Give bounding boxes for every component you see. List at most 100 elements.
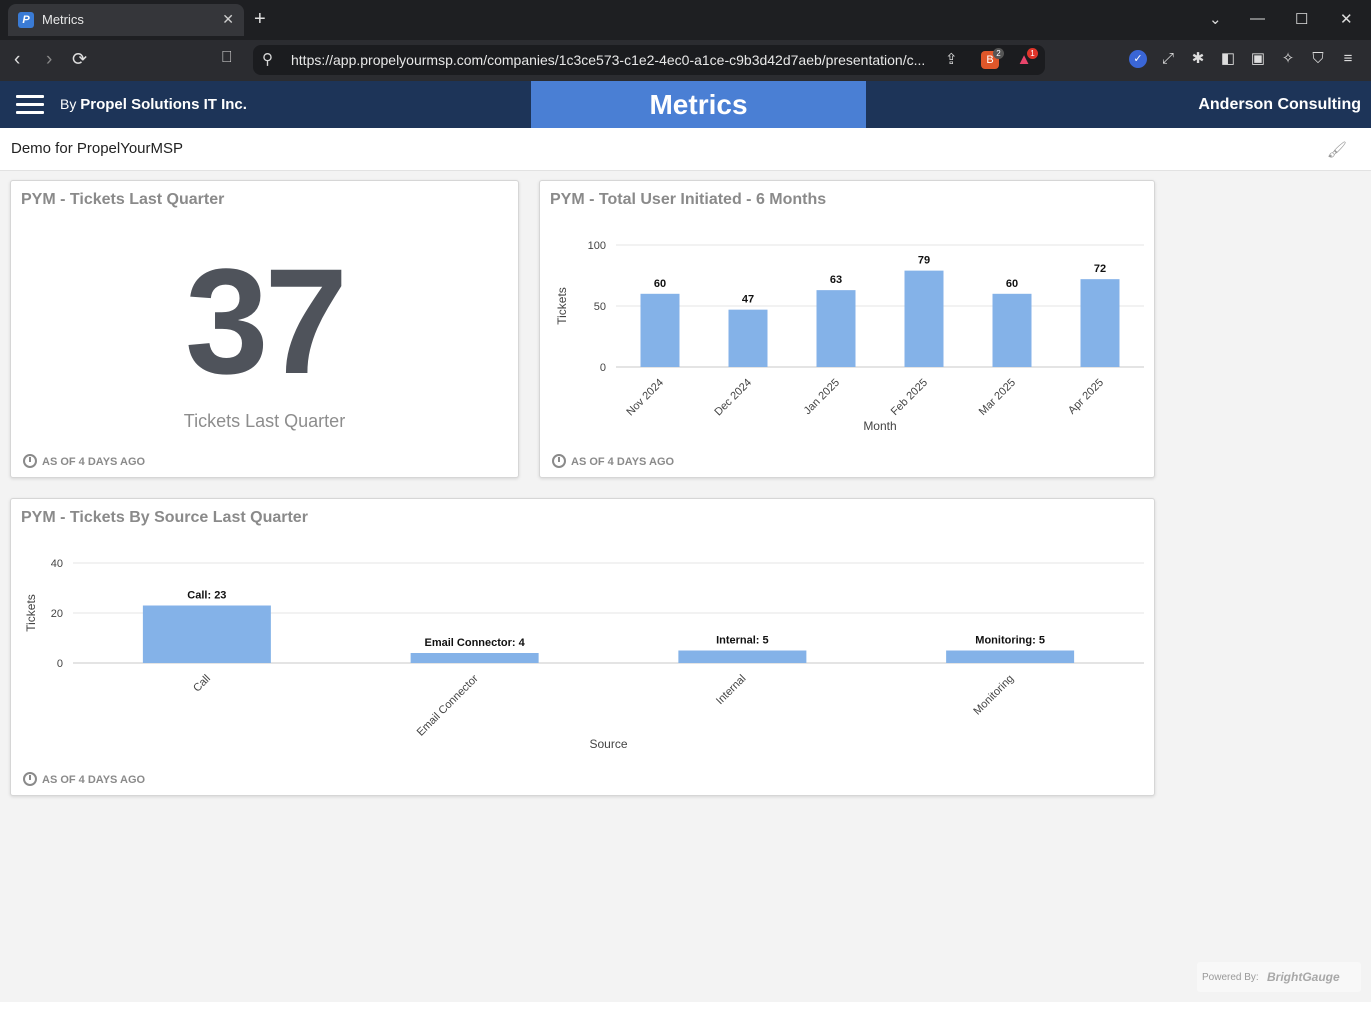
bar [816, 290, 856, 367]
close-window-icon[interactable]: ✕ [1340, 11, 1353, 28]
as-of-label: AS OF 4 DAYS AGO [23, 454, 145, 468]
brave-rewards-icon[interactable]: ▲ 1 [1015, 48, 1038, 69]
x-tick-label: Dec 2024 [712, 377, 754, 419]
card-title: PYM - Tickets Last Quarter [21, 191, 225, 208]
rewards-badge: 1 [1027, 48, 1038, 59]
x-tick-label: Feb 2025 [889, 377, 930, 418]
y-tick-label: 0 [57, 658, 63, 670]
y-axis-label: Tickets [24, 594, 38, 632]
as-of-label: AS OF 4 DAYS AGO [23, 772, 145, 786]
company-name: Propel Solutions IT Inc. [80, 96, 247, 113]
wallet-icon[interactable]: ▣ [1250, 50, 1266, 67]
x-tick-label: Nov 2024 [624, 377, 666, 419]
leo-ai-icon[interactable]: ✧ [1281, 50, 1295, 67]
powered-by-text: Powered By: [1202, 972, 1259, 983]
data-label: Internal: 5 [716, 635, 769, 647]
source-tickets-chart: 0 20 40 Tickets Source Call: 23 Call Email Conn… [24, 558, 1144, 751]
bottom-strip [0, 1002, 1371, 1022]
share-icon[interactable]: ⇪ [945, 51, 958, 68]
paintbrush-icon[interactable]: 🖌 [1326, 142, 1347, 159]
client-name: Anderson Consulting [1198, 96, 1361, 113]
y-axis-label: Tickets [555, 287, 569, 325]
propel-favicon-icon: P [18, 12, 34, 28]
address-bar[interactable]: ⚲ https://app.propelyourmsp.com/companie… [253, 45, 1045, 75]
clock-icon [552, 454, 566, 468]
card-title: PYM - Tickets By Source Last Quarter [21, 509, 308, 526]
data-label: 60 [654, 278, 666, 290]
menu-icon[interactable]: ≡ [1343, 50, 1353, 67]
bar [1080, 279, 1120, 367]
tickets-by-source-card[interactable]: PYM - Tickets By Source Last Quarter 0 20… [10, 498, 1155, 796]
data-label: 47 [742, 294, 754, 306]
extensions-puzzle-icon[interactable]: ✱ [1191, 50, 1205, 67]
sub-header: Demo for PropelYourMSP 🖌 [0, 128, 1371, 171]
shields-badge: 2 [993, 48, 1004, 59]
bar [728, 309, 768, 367]
data-label: 72 [1094, 263, 1106, 275]
monthly-tickets-chart: 0 50 100 Tickets Month 60 Nov 2024 47 Dec 2024 63… [555, 240, 1144, 433]
bar [992, 293, 1032, 367]
y-tick-label: 100 [588, 240, 606, 252]
data-label: Email Connector: 4 [425, 637, 526, 649]
x-tick-label: Call [191, 673, 213, 695]
extension-check-icon[interactable]: ✓ [1129, 50, 1147, 68]
data-label: 79 [918, 255, 930, 267]
browser-toolbar: ‹ › ⟳ ⎕ ⚲ https://app.propelyourmsp.com/… [0, 40, 1371, 81]
x-tick-label: Apr 2025 [1066, 377, 1106, 417]
browser-tab-bar: P Metrics ✕ + ⌄ — ☐ ✕ [0, 0, 1371, 40]
site-settings-icon[interactable]: ⚲ [262, 51, 273, 68]
forward-icon[interactable]: › [46, 49, 53, 70]
x-axis-label: Source [589, 737, 627, 751]
byline: By Propel Solutions IT Inc. [60, 96, 247, 113]
card-title: PYM - Total User Initiated - 6 Months [550, 191, 827, 208]
url-text[interactable]: https://app.propelyourmsp.com/companies/… [291, 52, 926, 68]
data-label: Call: 23 [187, 590, 226, 602]
reload-icon[interactable]: ⟳ [72, 49, 88, 69]
bar [678, 650, 807, 663]
by-prefix: By [60, 96, 77, 112]
tab-close-icon[interactable]: ✕ [222, 11, 234, 27]
x-tick-label: Jan 2025 [802, 377, 842, 417]
x-tick-label: Monitoring [971, 673, 1016, 718]
big-number: 37 [185, 237, 348, 405]
big-number-caption: Tickets Last Quarter [183, 411, 346, 431]
tab-search-chevron-icon[interactable]: ⌄ [1209, 11, 1222, 28]
new-tab-icon[interactable]: + [254, 8, 266, 30]
y-tick-label: 0 [600, 362, 606, 374]
vpn-shield-icon[interactable]: ⛉ [1312, 50, 1324, 67]
bookmark-icon[interactable]: ⎕ [222, 49, 232, 66]
bar [410, 653, 539, 663]
maximize-icon[interactable]: ☐ [1295, 11, 1309, 28]
y-tick-label: 20 [51, 608, 63, 620]
total-user-initiated-card[interactable]: PYM - Total User Initiated - 6 Months 0 5… [539, 180, 1155, 478]
brightgauge-logo: BrightGauge [1267, 970, 1340, 984]
demo-label: Demo for PropelYourMSP [11, 140, 184, 157]
tickets-last-quarter-card[interactable]: PYM - Tickets Last Quarter 37 Tickets La… [10, 180, 519, 478]
x-tick-label: Internal [714, 673, 748, 707]
y-tick-label: 40 [51, 558, 63, 570]
bar [142, 605, 271, 663]
as-of-text: AS OF 4 DAYS AGO [42, 774, 146, 786]
x-tick-label: Email Connector [415, 672, 481, 738]
hamburger-menu-icon[interactable] [16, 95, 44, 115]
x-axis-label: Month [863, 419, 896, 433]
data-label: 63 [830, 274, 842, 286]
y-tick-label: 50 [594, 301, 606, 313]
browser-tab[interactable]: P Metrics ✕ [8, 4, 244, 36]
back-icon[interactable]: ‹ [14, 49, 21, 70]
app-header: By Propel Solutions IT Inc. Metrics Ande… [0, 81, 1371, 128]
bar [946, 650, 1075, 663]
as-of-text: AS OF 4 DAYS AGO [42, 456, 146, 468]
data-label: 60 [1006, 278, 1018, 290]
page-title: Metrics [531, 81, 866, 128]
as-of-label: AS OF 4 DAYS AGO [552, 454, 674, 468]
as-of-text: AS OF 4 DAYS AGO [571, 456, 675, 468]
x-tick-label: Mar 2025 [977, 377, 1018, 418]
powered-by-badge[interactable]: Powered By: BrightGauge [1197, 962, 1361, 992]
expand-icon[interactable]: ⤢ [1161, 50, 1174, 67]
tab-title: Metrics [42, 12, 84, 27]
sidebar-icon[interactable]: ◧ [1220, 50, 1236, 67]
minimize-icon[interactable]: — [1250, 10, 1265, 27]
bar [640, 293, 680, 367]
